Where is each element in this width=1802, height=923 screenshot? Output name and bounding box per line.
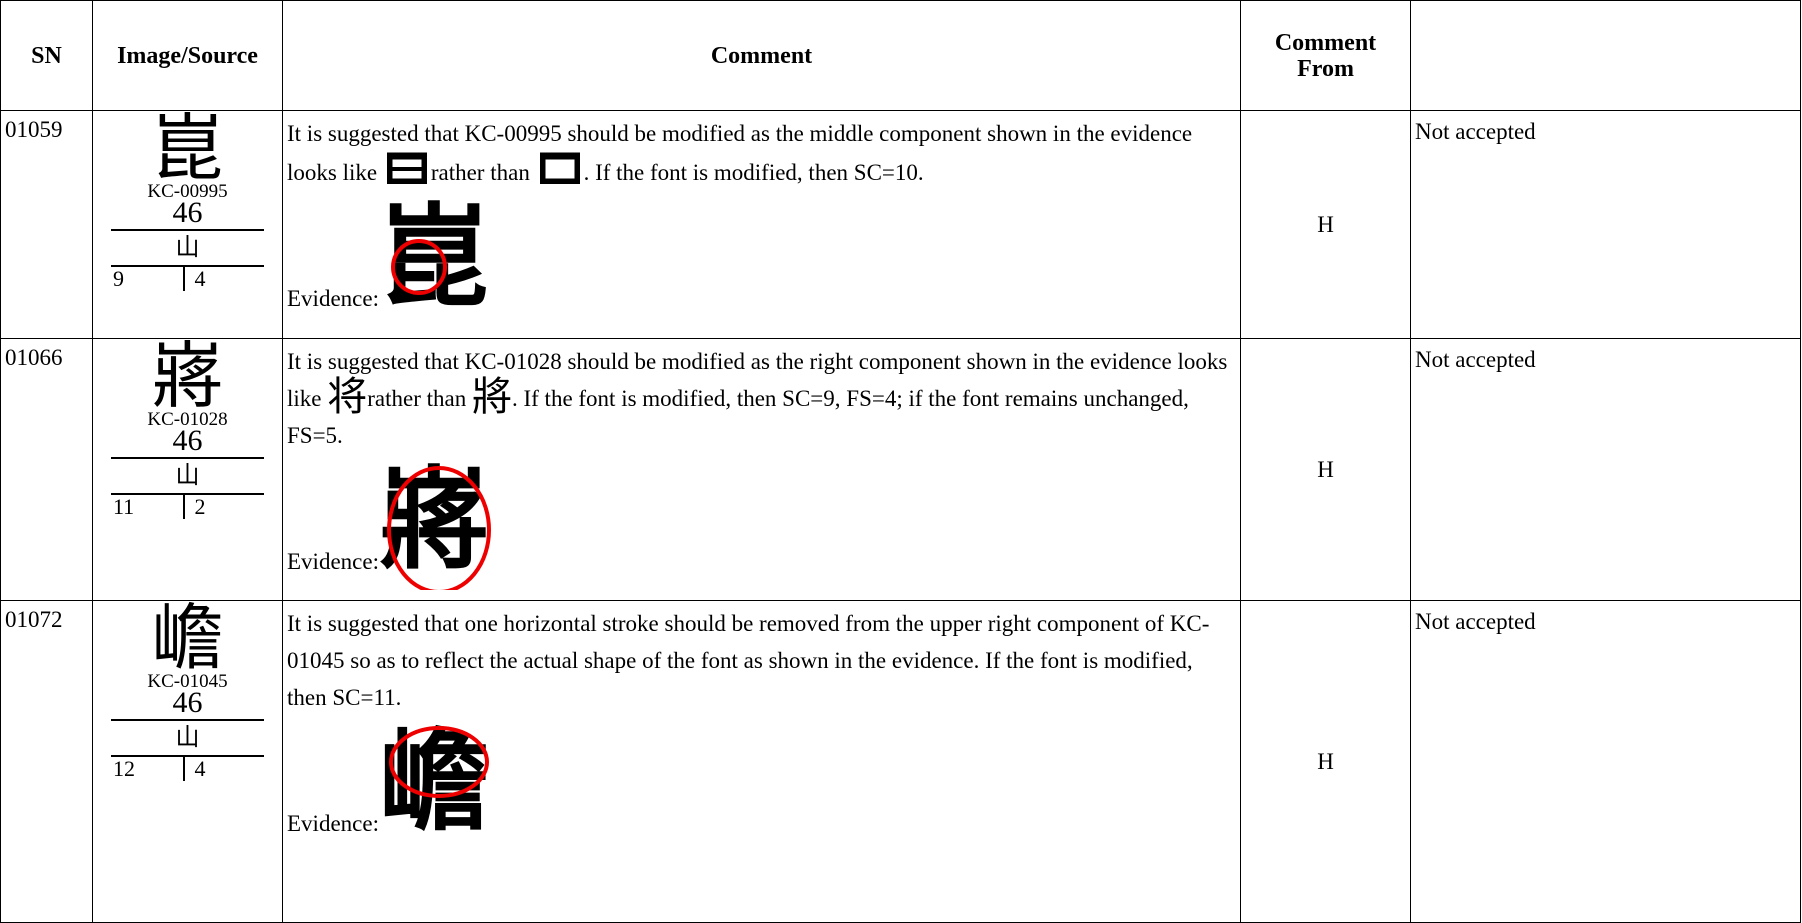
source-cell: 嶦 KC-01045 46 山 12 4 bbox=[92, 596, 283, 923]
status-cell: Not accepted bbox=[1410, 110, 1801, 339]
evidence-glyph: 嶦 bbox=[379, 722, 489, 842]
glyph: 嶈 bbox=[151, 334, 224, 418]
source-cell: 崑 KC-00995 46 山 9 4 bbox=[92, 106, 283, 339]
evidence-label: Evidence: bbox=[287, 549, 379, 574]
table-row: 01059 崑 KC-00995 46 山 9 4 It is suggested that … bbox=[0, 106, 1801, 339]
comment-from-cell: H bbox=[1240, 338, 1411, 601]
compare-glyph: 將 bbox=[471, 374, 512, 420]
status-cell: Not accepted bbox=[1410, 600, 1801, 923]
evidence-glyph: 崑 bbox=[379, 197, 489, 317]
glyph: 嶦 bbox=[151, 596, 224, 680]
header-cell: Comment From bbox=[1240, 0, 1411, 111]
stroke-counts: 12 4 bbox=[111, 757, 264, 781]
comment-text: rather than bbox=[367, 386, 467, 411]
header-cell bbox=[1410, 0, 1801, 111]
highlight-circle bbox=[386, 466, 491, 590]
component-image bbox=[538, 152, 582, 186]
compare-glyph: 将 bbox=[327, 374, 368, 420]
evidence: Evidence: 嶈 bbox=[287, 460, 1236, 590]
sn-cell: 01059 bbox=[0, 110, 93, 339]
comment-cell: It is suggested that KC-01028 should be … bbox=[282, 338, 1241, 601]
comment-from-cell: H bbox=[1240, 600, 1411, 923]
evidence-glyph: 嶈 bbox=[379, 460, 491, 590]
glyph: 崑 bbox=[151, 106, 224, 190]
comment-text: . If the font is modified, then SC=9, FS… bbox=[287, 386, 1189, 448]
comment-text: . If the font is modified, then SC=10. bbox=[583, 160, 924, 185]
source-cell: 嶈 KC-01028 46 山 11 2 bbox=[92, 334, 283, 601]
table-row: 01072 嶦 KC-01045 46 山 12 4 It is suggested that… bbox=[0, 596, 1801, 923]
stroke-count: 2 bbox=[182, 495, 265, 519]
comment-cell: It is suggested that one horizontal stro… bbox=[282, 600, 1241, 923]
radical: 山 bbox=[111, 459, 264, 495]
stroke-counts: 11 2 bbox=[111, 495, 264, 519]
sn-cell: 01066 bbox=[0, 338, 93, 601]
comment-text: It is suggested that KC-01028 should be … bbox=[287, 349, 1228, 411]
status-cell: Not accepted bbox=[1410, 338, 1801, 601]
source-code: KC-01045 bbox=[147, 671, 228, 692]
highlight-circle bbox=[390, 239, 447, 295]
comment-text: It is suggested that one horizontal stro… bbox=[287, 611, 1210, 710]
evidence-label: Evidence: bbox=[287, 286, 379, 311]
comment-text: It is suggested that KC-00995 should be … bbox=[287, 121, 1193, 185]
header-cell: Comment bbox=[282, 0, 1241, 111]
stroke-count: 4 bbox=[182, 757, 265, 781]
source-code: KC-00995 bbox=[147, 181, 228, 202]
highlight-circle bbox=[388, 726, 489, 798]
comment-from-cell: H bbox=[1240, 110, 1411, 339]
radical: 山 bbox=[111, 231, 264, 267]
header-cell: Image/Source bbox=[92, 0, 283, 111]
stroke-count: 11 bbox=[113, 494, 135, 519]
evidence-label: Evidence: bbox=[287, 811, 379, 836]
stroke-count: 4 bbox=[182, 267, 265, 291]
sn-cell: 01072 bbox=[0, 600, 93, 923]
stroke-count: 12 bbox=[113, 756, 135, 781]
table-body: 01059 崑 KC-00995 46 山 9 4 It is suggested that … bbox=[0, 106, 1801, 923]
evidence: Evidence: 崑 bbox=[287, 197, 1236, 317]
radical-number: 46 bbox=[111, 198, 264, 231]
evidence: Evidence: 嶦 bbox=[287, 722, 1236, 842]
table-row: 01066 嶈 KC-01028 46 山 11 2 It is suggested that… bbox=[0, 334, 1801, 601]
header-cell: SN bbox=[0, 0, 93, 111]
comment-cell: It is suggested that KC-00995 should be … bbox=[282, 110, 1241, 339]
radical-number: 46 bbox=[111, 688, 264, 721]
component-image bbox=[385, 152, 429, 186]
stroke-count: 9 bbox=[113, 266, 124, 291]
comment-text: rather than bbox=[430, 160, 530, 185]
source-code: KC-01028 bbox=[147, 409, 228, 430]
radical: 山 bbox=[111, 721, 264, 757]
header-row: SN Image/Source Comment Comment From bbox=[0, 0, 1801, 111]
radical-number: 46 bbox=[111, 426, 264, 459]
